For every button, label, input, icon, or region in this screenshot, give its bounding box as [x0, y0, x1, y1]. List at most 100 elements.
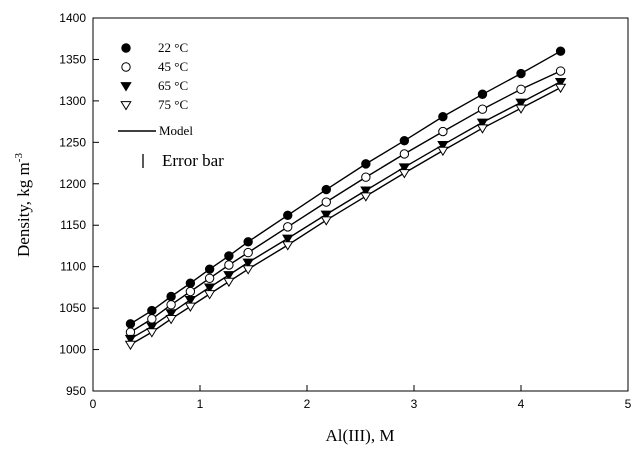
data-point-series-2 — [283, 222, 293, 232]
data-point-series-2 — [321, 197, 331, 207]
legend-label-series-1: 22 °C — [158, 40, 188, 55]
data-point-series-1 — [555, 46, 566, 56]
data-point-series-4 — [320, 216, 332, 226]
legend-marker-series-3 — [120, 82, 132, 92]
data-point-series-3 — [554, 77, 567, 88]
y-tick-label: 950 — [66, 384, 86, 398]
legend-label-series-4: 75 °C — [158, 97, 188, 112]
data-point-series-1 — [224, 251, 234, 261]
data-point-series-3 — [146, 322, 158, 332]
y-tick-label: 1000 — [59, 343, 86, 357]
model-lines — [130, 50, 561, 346]
data-point-series-2 — [243, 247, 253, 258]
data-point-series-4 — [437, 146, 449, 157]
y-axis-title-group: Density, kg m-3 — [13, 153, 33, 257]
data-point-series-4 — [223, 277, 235, 288]
data-point-series-3 — [360, 186, 372, 196]
data-point-series-1 — [243, 237, 253, 247]
y-tick-label: 1350 — [59, 52, 86, 66]
x-tick-label: 5 — [625, 397, 632, 411]
data-point-series-1 — [185, 278, 196, 288]
data-point-series-1 — [321, 184, 331, 195]
y-axis-title: Density, kg m-3 — [13, 153, 33, 257]
data-point-series-4 — [146, 328, 158, 338]
data-point-series-3 — [242, 258, 254, 269]
x-tick-label: 1 — [197, 397, 204, 411]
data-point-series-1 — [204, 264, 215, 274]
data-point-series-2 — [438, 126, 448, 137]
legend-error-bar-label: Error bar — [162, 151, 224, 170]
data-markers — [124, 46, 567, 351]
y-tick-label: 1300 — [59, 94, 86, 108]
legend-entries: 22 °C 45 °C 65 °C 75 °C — [120, 40, 188, 112]
y-tick-label: 1400 — [59, 11, 86, 25]
y-tick-label: 1150 — [60, 218, 86, 232]
legend: 22 °C 45 °C 65 °C 75 °C Model Error bar — [118, 40, 224, 170]
data-point-series-2 — [399, 149, 410, 159]
model-line-series-2 — [130, 70, 561, 333]
data-point-series-4 — [282, 241, 294, 251]
plot-area-frame — [92, 17, 629, 392]
data-point-series-4 — [124, 340, 137, 351]
data-point-series-2 — [204, 273, 215, 283]
data-point-series-3 — [398, 163, 411, 173]
data-point-series-4 — [515, 104, 527, 114]
x-tick-label: 2 — [304, 397, 311, 411]
data-point-series-4 — [242, 265, 254, 275]
data-point-series-1 — [438, 111, 448, 122]
legend-marker-series-2 — [121, 62, 131, 72]
legend-label-series-2: 45 °C — [158, 59, 188, 74]
data-point-series-4 — [476, 124, 489, 134]
data-point-series-3 — [282, 234, 294, 245]
data-point-series-1 — [516, 68, 526, 79]
data-point-series-1 — [361, 159, 371, 169]
x-tick-label: 4 — [518, 397, 525, 411]
data-point-series-3 — [476, 118, 489, 128]
data-point-series-1 — [399, 135, 410, 146]
data-point-series-3 — [223, 271, 235, 281]
data-point-series-3 — [124, 334, 137, 345]
data-point-series-1 — [166, 291, 176, 302]
y-tick-label: 1050 — [59, 301, 86, 315]
data-point-series-3 — [184, 295, 197, 306]
data-point-series-3 — [203, 283, 216, 293]
data-point-series-3 — [515, 98, 527, 109]
legend-marker-series-1 — [121, 43, 131, 53]
data-point-series-1 — [477, 89, 488, 99]
legend-label-series-3: 65 °C — [158, 78, 188, 93]
data-point-series-2 — [147, 314, 157, 324]
data-point-series-4 — [360, 192, 372, 202]
data-point-series-1 — [125, 319, 136, 329]
y-tick-label: 1200 — [59, 177, 86, 191]
x-tick-label: 3 — [411, 397, 418, 411]
y-tick-label: 1100 — [60, 260, 86, 274]
y-axis: 950 1000 1050 1100 1150 1200 1250 1300 1350 1400 — [59, 11, 99, 398]
data-point-series-4 — [203, 290, 216, 300]
data-point-series-2 — [166, 300, 176, 310]
data-point-series-4 — [398, 169, 411, 179]
data-point-series-4 — [554, 83, 567, 94]
x-axis-title: Al(III), M — [326, 426, 395, 445]
legend-marker-series-4 — [120, 101, 132, 111]
y-tick-label: 1250 — [59, 135, 86, 149]
model-line-series-3 — [130, 81, 561, 340]
data-point-series-1 — [147, 305, 157, 316]
data-point-series-2 — [185, 286, 196, 297]
x-axis: 0 1 2 3 4 5 — [90, 385, 632, 411]
x-tick-label: 0 — [90, 397, 97, 411]
data-point-series-2 — [555, 66, 566, 76]
data-point-series-2 — [516, 84, 526, 94]
data-point-series-4 — [184, 302, 197, 312]
y-axis-title-exponent: -3 — [13, 153, 25, 163]
data-point-series-2 — [224, 260, 234, 270]
legend-model-label: Model — [159, 123, 193, 138]
data-point-series-3 — [437, 140, 449, 151]
data-point-series-4 — [165, 315, 177, 325]
data-point-series-3 — [165, 309, 177, 319]
data-point-series-3 — [320, 210, 332, 220]
data-point-series-1 — [283, 210, 293, 220]
data-point-series-2 — [361, 172, 371, 182]
data-point-series-2 — [477, 104, 488, 114]
y-axis-title-main: Density, kg m — [14, 162, 33, 257]
